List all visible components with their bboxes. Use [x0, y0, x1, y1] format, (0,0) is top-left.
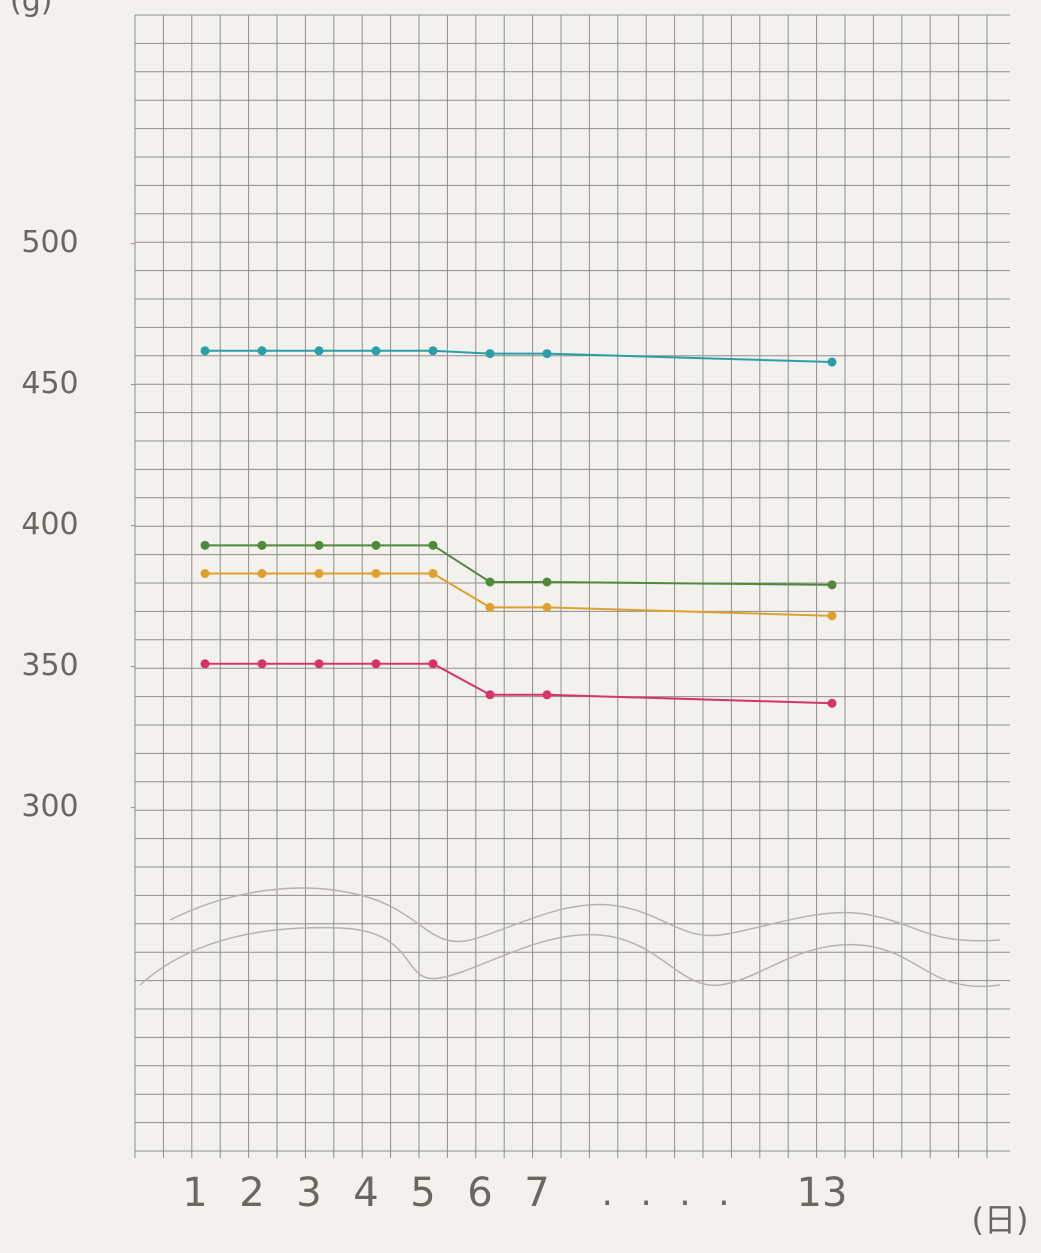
y-tick-label: 500	[21, 225, 78, 260]
y-axis-unit: (g)	[10, 0, 52, 19]
data-point	[543, 690, 552, 699]
data-point	[201, 659, 210, 668]
data-point	[315, 541, 324, 550]
x-tick-label: 7	[524, 1170, 549, 1216]
x-tick-label: 6	[467, 1170, 492, 1216]
data-point	[486, 578, 495, 587]
data-point	[258, 569, 267, 578]
y-tick-label: 400	[21, 507, 78, 542]
data-point	[315, 569, 324, 578]
data-point	[543, 603, 552, 612]
paper-background	[0, 0, 1041, 1253]
x-tick-label: 3	[296, 1170, 321, 1216]
data-point	[201, 346, 210, 355]
data-point	[201, 541, 210, 550]
data-point	[543, 578, 552, 587]
x-tick-label: 2	[239, 1170, 264, 1216]
data-point	[429, 659, 438, 668]
y-tick-label: 350	[21, 648, 78, 683]
data-point	[372, 541, 381, 550]
x-tick-label: 1	[182, 1170, 207, 1216]
x-tick-label: 4	[353, 1170, 378, 1216]
chart: (g) (日) 300 350 400 450 500 1234567 13 · · · ·	[0, 0, 1041, 1253]
data-point	[372, 346, 381, 355]
data-point	[258, 541, 267, 550]
data-point	[315, 659, 324, 668]
data-point	[486, 603, 495, 612]
data-point	[486, 690, 495, 699]
data-point	[372, 659, 381, 668]
data-point	[486, 349, 495, 358]
x-tick-label: 5	[410, 1170, 435, 1216]
y-tick-label: 450	[21, 366, 78, 401]
data-point	[258, 659, 267, 668]
axis-break: · · · ·	[601, 1183, 737, 1224]
data-point	[201, 569, 210, 578]
data-point	[315, 346, 324, 355]
page: (g) (日) 300350400450500123456713· · · · …	[0, 0, 1041, 1253]
x-tick-label: 13	[797, 1170, 848, 1216]
data-point	[828, 580, 837, 589]
y-tick-label: 300	[21, 789, 78, 824]
data-point	[429, 346, 438, 355]
data-point	[828, 358, 837, 367]
data-point	[429, 541, 438, 550]
data-point	[372, 569, 381, 578]
data-point	[429, 569, 438, 578]
x-axis-unit: (日)	[972, 1201, 1029, 1239]
data-point	[828, 699, 837, 708]
data-point	[543, 349, 552, 358]
data-point	[828, 611, 837, 620]
data-point	[258, 346, 267, 355]
